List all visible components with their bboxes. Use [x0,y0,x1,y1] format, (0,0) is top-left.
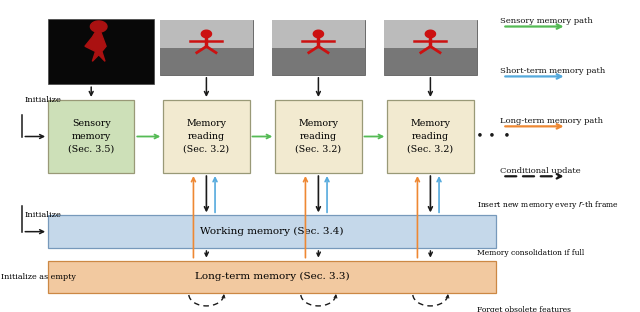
Polygon shape [314,30,323,38]
Text: Memory consolidation if full: Memory consolidation if full [477,249,584,257]
Text: Initialize: Initialize [24,211,61,219]
FancyBboxPatch shape [160,20,253,75]
Polygon shape [202,30,211,38]
Text: Memory
reading
(Sec. 3.2): Memory reading (Sec. 3.2) [295,119,342,154]
Text: Long-term memory path: Long-term memory path [500,117,604,125]
Polygon shape [90,21,107,32]
FancyBboxPatch shape [48,19,154,84]
Text: Forget obsolete features: Forget obsolete features [477,306,571,312]
FancyBboxPatch shape [272,47,365,75]
FancyBboxPatch shape [160,47,253,75]
FancyBboxPatch shape [48,100,134,173]
Text: $\bullet\,\bullet\,\bullet$: $\bullet\,\bullet\,\bullet$ [476,127,510,140]
FancyBboxPatch shape [384,20,477,47]
FancyBboxPatch shape [384,47,477,75]
Text: Sensory memory path: Sensory memory path [500,17,593,25]
Text: Short-term memory path: Short-term memory path [500,67,605,75]
Text: Sensory
memory
(Sec. 3.5): Sensory memory (Sec. 3.5) [68,119,115,154]
FancyBboxPatch shape [272,20,365,75]
FancyBboxPatch shape [48,261,496,293]
FancyBboxPatch shape [387,100,474,173]
Text: Initialize: Initialize [24,96,61,104]
Text: Initialize as empty: Initialize as empty [1,273,76,281]
Text: Memory
reading
(Sec. 3.2): Memory reading (Sec. 3.2) [407,119,454,154]
Text: Conditional update: Conditional update [500,167,581,175]
FancyBboxPatch shape [48,215,496,248]
Text: Long-term memory (Sec. 3.3): Long-term memory (Sec. 3.3) [195,272,349,281]
FancyBboxPatch shape [163,100,250,173]
Text: Memory
reading
(Sec. 3.2): Memory reading (Sec. 3.2) [183,119,230,154]
FancyBboxPatch shape [160,20,253,47]
Text: Insert new memory every $r$-th frame: Insert new memory every $r$-th frame [477,199,619,211]
Polygon shape [426,30,435,38]
FancyBboxPatch shape [272,20,365,47]
Polygon shape [85,27,106,61]
Text: Working memory (Sec. 3.4): Working memory (Sec. 3.4) [200,227,344,236]
FancyBboxPatch shape [275,100,362,173]
FancyBboxPatch shape [384,20,477,75]
